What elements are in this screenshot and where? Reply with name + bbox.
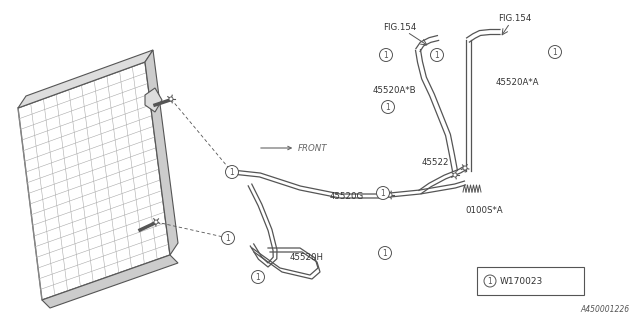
- FancyBboxPatch shape: [477, 267, 584, 295]
- Text: 45522: 45522: [422, 157, 449, 166]
- Circle shape: [378, 246, 392, 260]
- Polygon shape: [145, 50, 178, 255]
- Circle shape: [252, 270, 264, 284]
- Circle shape: [169, 97, 173, 101]
- Text: 1: 1: [255, 273, 260, 282]
- Circle shape: [484, 275, 496, 287]
- Text: A450001226: A450001226: [581, 305, 630, 314]
- Text: 1: 1: [226, 234, 230, 243]
- Text: 45520H: 45520H: [290, 253, 324, 262]
- Text: 1: 1: [386, 102, 390, 111]
- Circle shape: [221, 231, 234, 244]
- Text: 0100S*A: 0100S*A: [465, 205, 502, 214]
- Circle shape: [463, 166, 467, 170]
- Circle shape: [380, 49, 392, 61]
- Text: 1: 1: [381, 188, 385, 197]
- Circle shape: [431, 49, 444, 61]
- Circle shape: [376, 187, 390, 199]
- Circle shape: [388, 193, 392, 197]
- Text: 1: 1: [230, 167, 234, 177]
- Text: 1: 1: [488, 276, 492, 285]
- Text: FIG.154: FIG.154: [498, 13, 531, 22]
- Polygon shape: [18, 62, 170, 300]
- Text: 45520A*B: 45520A*B: [373, 85, 417, 94]
- Polygon shape: [42, 255, 178, 308]
- Circle shape: [548, 45, 561, 59]
- Polygon shape: [145, 88, 162, 112]
- Text: 1: 1: [552, 47, 557, 57]
- Polygon shape: [18, 50, 153, 108]
- Circle shape: [381, 100, 394, 114]
- Text: 1: 1: [383, 51, 388, 60]
- Text: 1: 1: [383, 249, 387, 258]
- Circle shape: [154, 220, 158, 224]
- Text: 1: 1: [435, 51, 440, 60]
- Text: 45520G: 45520G: [330, 191, 364, 201]
- Circle shape: [225, 165, 239, 179]
- Text: FRONT: FRONT: [260, 143, 328, 153]
- Circle shape: [453, 173, 457, 177]
- Text: FIG.154: FIG.154: [383, 22, 417, 31]
- Text: W170023: W170023: [500, 276, 543, 285]
- Text: 45520A*A: 45520A*A: [496, 77, 540, 86]
